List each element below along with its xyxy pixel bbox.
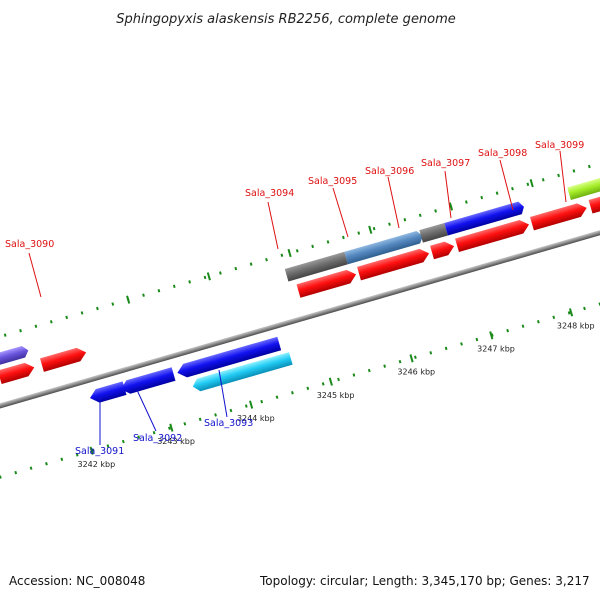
kbp-label: 3242 kbp [77, 460, 115, 469]
gene-arrow[interactable] [296, 268, 359, 298]
gene-label[interactable]: Sala_3092 [133, 433, 182, 444]
reverse-lane-2 [191, 352, 293, 393]
gene-arrow[interactable] [0, 361, 36, 385]
kbp-label: 3245 kbp [317, 391, 355, 400]
gene-arrow[interactable] [0, 345, 30, 366]
kbp-label: 3244 kbp [237, 414, 275, 423]
reverse-tick-line [0, 271, 600, 496]
reverse-lane-1 [88, 336, 282, 404]
gene-arrow[interactable] [357, 247, 431, 281]
gene-block[interactable] [284, 251, 348, 282]
forward-lane-2 [0, 172, 600, 366]
gene-label[interactable]: Sala_3096 [365, 166, 414, 177]
gene-arrow[interactable] [39, 346, 88, 372]
gene-label[interactable]: Sala_3091 [75, 446, 124, 457]
gene-label[interactable]: Sala_3090 [5, 239, 54, 250]
gene-arrow[interactable] [175, 336, 282, 380]
gene-arrow[interactable] [88, 381, 127, 404]
forward-gene-labels: Sala_3090 Sala_3094 Sala_3095 Sala_3096 … [5, 140, 584, 250]
gene-arrow[interactable] [344, 230, 424, 265]
gene-arrow[interactable] [191, 352, 293, 393]
reverse-leader-lines [99, 369, 228, 445]
kbp-label: 3246 kbp [397, 368, 435, 377]
accession-text: Accession: NC_008048 [9, 574, 146, 588]
page-title: Sphingopyxis alaskensis RB2256, complete… [116, 12, 456, 27]
forward-leader-lines [28, 150, 567, 298]
forward-lane-1 [0, 187, 600, 385]
gene-label[interactable]: Sala_3094 [245, 188, 294, 199]
gene-arrow[interactable] [430, 239, 456, 260]
gene-label[interactable]: Sala_3095 [308, 176, 357, 187]
kbp-label: 3243 kbp [157, 437, 195, 446]
gene-block[interactable] [419, 222, 448, 243]
forward-tick-line [0, 141, 600, 367]
kbp-axis-labels: 3242 kbp 3243 kbp 3244 kbp 3245 kbp 3246… [77, 322, 595, 469]
gene-label[interactable]: Sala_3098 [478, 148, 527, 159]
forward-major-ticks [126, 179, 534, 304]
kbp-label: 3248 kbp [557, 322, 595, 331]
genome-backbone [0, 204, 600, 432]
genome-summary-text: Topology: circular; Length: 3,345,170 bp… [260, 574, 590, 588]
gene-block[interactable] [567, 172, 600, 200]
gene-label[interactable]: Sala_3099 [535, 140, 584, 151]
gene-arrow[interactable] [119, 367, 176, 396]
reverse-gene-labels: Sala_3091 Sala_3092 Sala_3093 [75, 418, 253, 457]
gene-arrow[interactable] [444, 201, 525, 236]
gene-arrow[interactable] [529, 201, 589, 231]
gene-arrow[interactable] [455, 218, 531, 253]
gene-label[interactable]: Sala_3097 [421, 158, 470, 169]
gene-label[interactable]: Sala_3093 [204, 418, 253, 429]
reverse-major-ticks [89, 308, 574, 455]
kbp-label: 3247 kbp [477, 345, 515, 354]
